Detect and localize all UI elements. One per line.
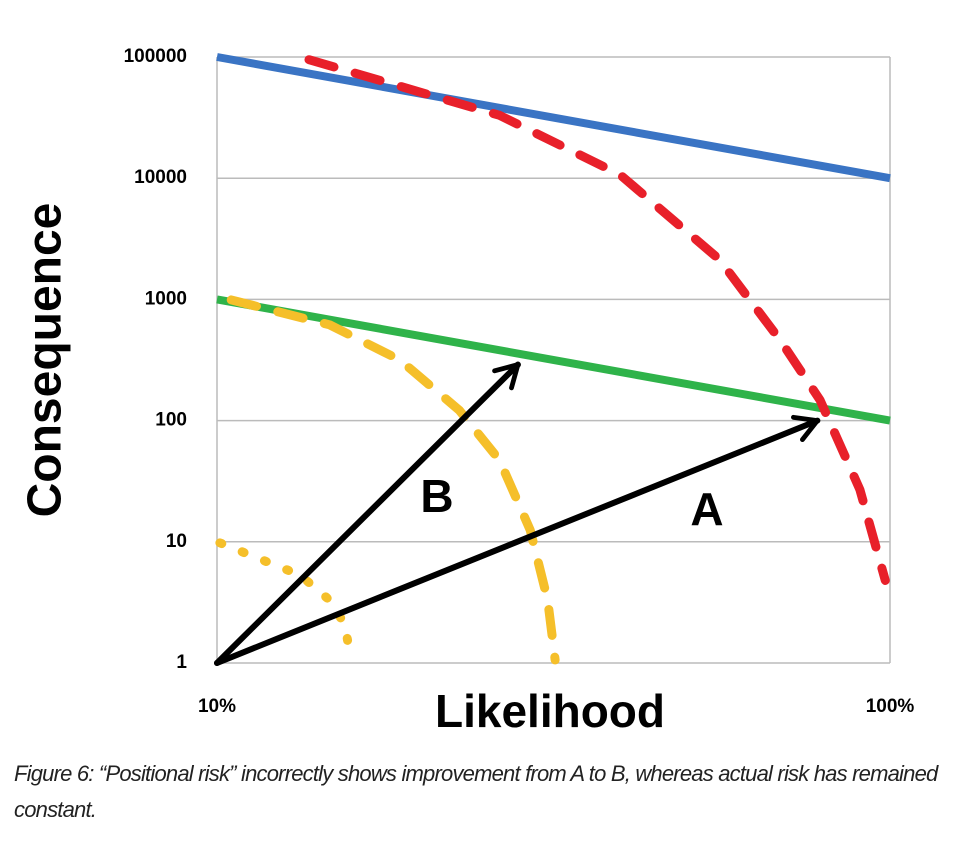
- caption: Figure 6: “Positional risk” incorrectly …: [14, 761, 938, 822]
- series-line: [304, 55, 890, 585]
- y-tick-label: 100000: [124, 46, 187, 67]
- y-tick-label: 100: [155, 410, 187, 431]
- y-tick-label: 10000: [134, 167, 187, 188]
- arrow: [214, 414, 821, 666]
- y-tick-label: 10: [166, 531, 187, 552]
- series-line: [216, 295, 891, 425]
- y-axis-title: Consequence: [19, 203, 72, 518]
- series-line: [216, 53, 891, 183]
- arrow: [214, 361, 521, 666]
- arrow-label: A: [690, 483, 723, 535]
- arrow-label: B: [420, 470, 453, 522]
- x-tick-label: 100%: [866, 696, 915, 717]
- series-line: [215, 538, 356, 665]
- y-tick-label: 1: [176, 652, 187, 673]
- y-tick-label: 1000: [145, 288, 187, 309]
- x-axis-title: Likelihood: [435, 685, 665, 737]
- chart: Likelihood Consequence 1 10 100 1000 10000 10…: [19, 46, 915, 737]
- series-line: [226, 295, 560, 665]
- x-tick-label: 10%: [198, 696, 236, 717]
